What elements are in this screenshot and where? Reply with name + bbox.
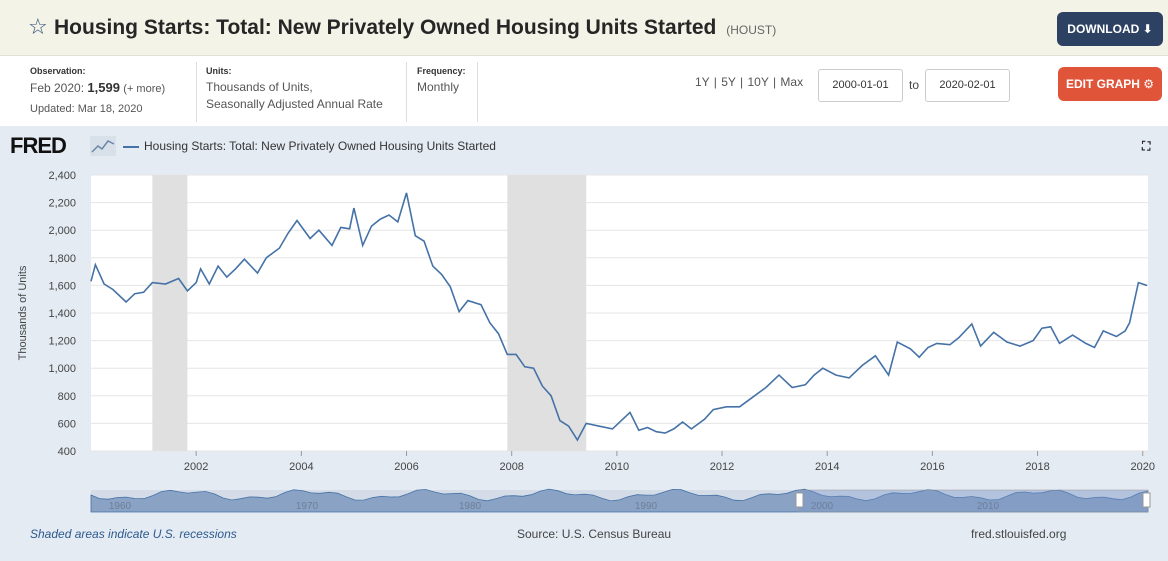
navigator-series [90, 488, 1149, 513]
series-line [90, 192, 1148, 442]
y-tick-label: 400 [58, 446, 76, 458]
navigator-label: 1970 [296, 501, 319, 512]
x-tick-label: 2010 [605, 461, 629, 473]
navigator-label: 1960 [109, 501, 132, 512]
recession-footnote: Shaded areas indicate U.S. recessions [30, 527, 237, 541]
start-date-input[interactable]: 2000-01-01 [818, 69, 903, 102]
divider [477, 62, 478, 122]
star-icon[interactable]: ☆ [28, 14, 48, 39]
page-title: Housing Starts: Total: New Privately Own… [54, 16, 776, 40]
series-title: Housing Starts: Total: New Privately Own… [54, 16, 717, 39]
download-button[interactable]: DOWNLOAD ⬇ [1057, 12, 1163, 46]
x-tick-label: 2006 [394, 461, 418, 473]
observation-block: Observation: Feb 2020: 1,599 (+ more) Up… [30, 66, 165, 118]
chart: 400 600 800 1,000 1,200 1,400 1,600 1,800 2,000 2… [17, 170, 1155, 513]
fred-logo: FRED [10, 133, 67, 158]
y-axis-label: Thousands of Units [17, 265, 29, 360]
fullscreen-icon[interactable]: ⛶ [1142, 139, 1151, 153]
y-tick-label: 600 [58, 418, 76, 430]
title-bar: ☆ Housing Starts: Total: New Privately O… [0, 0, 1168, 56]
navigator-handle [1142, 492, 1151, 508]
x-tick-label: 2018 [1025, 461, 1049, 473]
units-label: Units: [206, 66, 232, 76]
x-tick-label: 2008 [499, 461, 523, 473]
x-tick-label: 2020 [1130, 461, 1154, 473]
navigator-handle [795, 492, 804, 508]
navigator-label: 2010 [977, 501, 1000, 512]
navigator-label: 2000 [811, 501, 834, 512]
legend-swatch [123, 146, 139, 148]
edit-graph-button[interactable]: EDIT GRAPH ⚙ [1058, 67, 1162, 101]
navigator-label: 1980 [459, 501, 482, 512]
y-tick-label: 2,200 [48, 198, 76, 210]
x-tick-label: 2002 [184, 461, 208, 473]
source-label: Source: U.S. Census Bureau [517, 527, 672, 541]
divider [196, 62, 197, 122]
to-label: to [909, 78, 920, 92]
observation-date: Feb 2020: [30, 81, 85, 95]
y-tick-label: 1,800 [48, 253, 76, 265]
x-tick-label: 2012 [710, 461, 734, 473]
x-tick-label: 2014 [815, 461, 839, 473]
y-tick-label: 2,000 [48, 225, 76, 237]
range-buttons[interactable]: 1Y | 5Y | 10Y | Max [695, 75, 804, 89]
y-tick-label: 1,600 [48, 280, 76, 292]
recession-band [152, 175, 188, 451]
recession-band [507, 175, 587, 451]
y-tick-label: 1,000 [48, 363, 76, 375]
units-block: Units: Thousands of Units, Seasonally Ad… [206, 66, 383, 113]
x-tick-label: 2004 [289, 461, 313, 473]
range-navigator[interactable]: 1960 1970 1980 1990 2000 2010 [90, 488, 1151, 513]
legend-label: Housing Starts: Total: New Privately Own… [144, 139, 496, 153]
divider [406, 62, 407, 122]
updated-date: Updated: Mar 18, 2020 [30, 103, 143, 115]
y-tick-label: 1,400 [48, 308, 76, 320]
y-tick-label: 2,400 [48, 170, 76, 182]
y-tick-label: 800 [58, 391, 76, 403]
units-line1: Thousands of Units, [206, 80, 313, 94]
site-link[interactable]: fred.stlouisfed.org [971, 527, 1067, 541]
y-tick-label: 1,200 [48, 336, 76, 348]
navigator-selection [798, 489, 1149, 513]
more-link[interactable]: (+ more) [123, 83, 166, 95]
observation-label: Observation: [30, 66, 86, 76]
frequency-value: Monthly [417, 80, 460, 94]
end-date-input[interactable]: 2020-02-01 [925, 69, 1010, 102]
fred-logo-icon [90, 136, 116, 156]
x-tick-label: 2016 [920, 461, 944, 473]
series-id: (HOUST) [726, 23, 777, 37]
units-line2: Seasonally Adjusted Annual Rate [206, 97, 383, 111]
frequency-block: Frequency: Monthly [417, 66, 466, 96]
frequency-label: Frequency: [417, 66, 466, 76]
navigator-label: 1990 [635, 501, 658, 512]
observation-value: 1,599 [87, 80, 120, 95]
